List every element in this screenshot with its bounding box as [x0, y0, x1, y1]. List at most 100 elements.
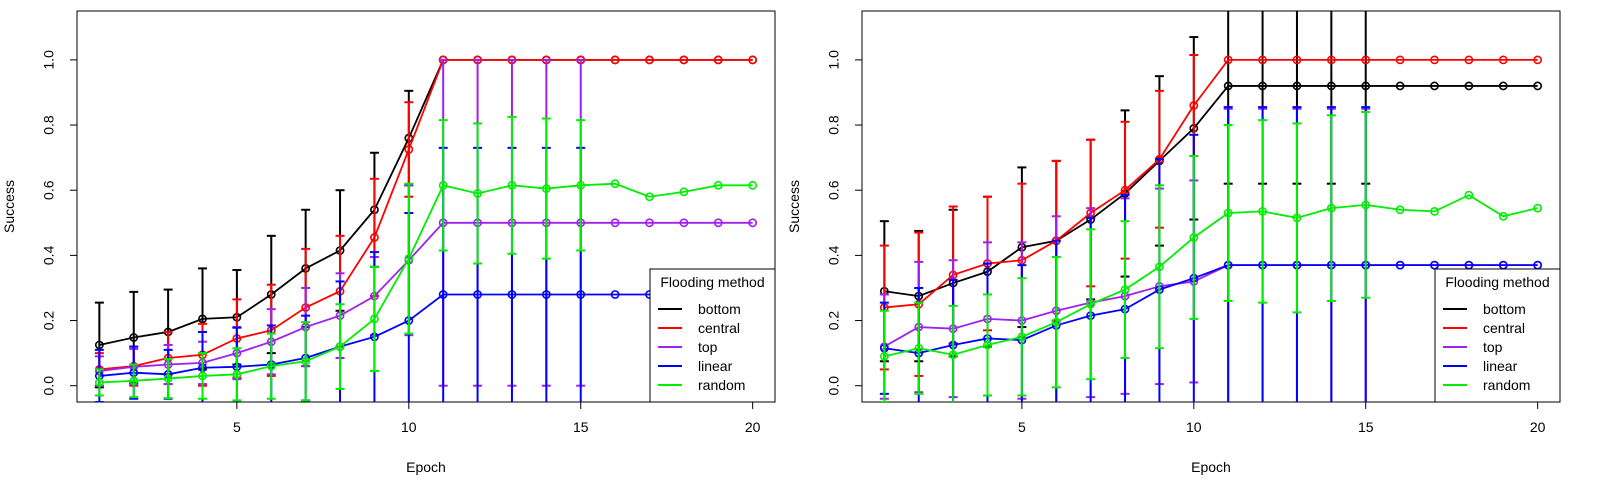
data-point — [1533, 203, 1543, 213]
x-tick-label: 15 — [1358, 419, 1374, 435]
data-point — [879, 351, 889, 361]
y-tick-label: 1.0 — [826, 50, 842, 70]
series-line — [99, 58, 753, 371]
data-point — [1223, 208, 1233, 218]
legend-title: Flooding method — [660, 274, 764, 290]
data-point — [129, 333, 139, 342]
data-point — [1120, 185, 1130, 195]
x-tick-label: 20 — [1530, 419, 1546, 435]
x-axis-label: Epoch — [406, 459, 446, 475]
data-point — [713, 180, 723, 190]
series-line — [99, 293, 753, 377]
data-point — [679, 218, 689, 228]
data-point — [404, 254, 414, 264]
y-tick-label: 0.2 — [41, 311, 57, 331]
data-point — [610, 55, 620, 65]
data-point — [1189, 233, 1199, 242]
data-point — [576, 180, 586, 190]
y-tick-label: 0.8 — [826, 115, 842, 135]
data-point — [948, 350, 958, 360]
data-point — [1430, 260, 1439, 270]
data-point — [370, 233, 379, 242]
legend: Flooding method bottom central top linear ran… — [649, 268, 776, 403]
legend-box — [649, 268, 776, 403]
data-point — [713, 55, 723, 65]
x-tick-label: 10 — [1186, 419, 1202, 435]
y-axis-label: Success — [786, 180, 802, 233]
data-point — [610, 218, 620, 228]
x-tick-label: 10 — [401, 419, 417, 435]
data-point — [1326, 203, 1336, 213]
data-point — [1395, 55, 1405, 65]
data-point — [1120, 285, 1130, 294]
series-random — [94, 115, 758, 402]
data-point — [679, 55, 689, 65]
data-point — [1430, 206, 1439, 216]
data-point — [473, 290, 482, 299]
data-point — [645, 55, 654, 65]
y-tick-label: 0.4 — [826, 245, 842, 265]
data-point — [645, 218, 654, 228]
data-point — [1361, 55, 1371, 65]
series-line — [884, 85, 1538, 298]
data-point — [163, 374, 173, 383]
series-line — [884, 264, 1538, 355]
data-point — [1464, 55, 1474, 65]
data-point — [1086, 299, 1096, 309]
x-tick-label: 5 — [1018, 419, 1026, 435]
data-point — [748, 55, 758, 65]
series-group — [879, 11, 1543, 402]
data-point — [129, 376, 139, 386]
y-tick-label: 0.0 — [826, 376, 842, 396]
chart-left: 5 10 15 20 0.0 0.2 0.4 0.6 0.8 1.0 Epoch Success Flo… — [1, 10, 776, 475]
x-tick-label: 15 — [573, 419, 589, 435]
data-point — [1292, 55, 1302, 65]
data-point — [1395, 81, 1405, 91]
data-point — [576, 290, 586, 299]
data-point — [94, 378, 104, 387]
x-tick-label: 5 — [233, 419, 241, 435]
data-point — [1395, 260, 1405, 270]
y-axis-label: Success — [1, 180, 17, 233]
data-point — [335, 342, 345, 352]
y-tick-label: 0.0 — [41, 376, 57, 396]
legend-entry: bottom — [698, 301, 741, 317]
data-point — [1051, 317, 1061, 327]
data-point — [301, 356, 311, 366]
data-point — [1017, 332, 1027, 342]
chart-right: 5 10 15 20 0.0 0.2 0.4 0.6 0.8 1.0 Epoch Success Flo… — [786, 10, 1561, 475]
data-point — [370, 314, 379, 324]
legend-entry: central — [698, 320, 740, 336]
data-point — [198, 314, 207, 324]
legend: Flooding method bottom central top linear ran… — [1434, 268, 1561, 403]
data-point — [507, 180, 517, 190]
data-point — [1361, 200, 1371, 210]
data-point — [1498, 55, 1508, 65]
data-point — [1223, 55, 1233, 65]
data-point — [473, 189, 482, 198]
data-point — [1498, 211, 1508, 221]
data-point — [541, 184, 551, 193]
series-line — [884, 58, 1538, 309]
series-random — [879, 111, 1543, 402]
legend-entry: linear — [1483, 358, 1518, 374]
data-point — [1361, 81, 1371, 91]
data-point — [1464, 81, 1474, 91]
legend-entry: central — [1483, 320, 1525, 336]
legend-entry: top — [698, 339, 718, 355]
data-point — [983, 340, 992, 350]
legend-entry: random — [1483, 377, 1530, 393]
y-tick-label: 0.2 — [826, 311, 842, 331]
y-tick-label: 0.8 — [41, 115, 57, 135]
data-point — [1292, 213, 1302, 223]
data-point — [713, 218, 723, 228]
legend-entry: bottom — [1483, 301, 1526, 317]
y-tick-label: 1.0 — [41, 50, 57, 70]
data-point — [1326, 55, 1336, 65]
data-point — [232, 369, 242, 379]
data-point — [438, 180, 448, 190]
data-point — [1292, 81, 1302, 91]
data-point — [679, 187, 689, 197]
data-point — [266, 361, 276, 371]
data-point — [1430, 55, 1439, 65]
